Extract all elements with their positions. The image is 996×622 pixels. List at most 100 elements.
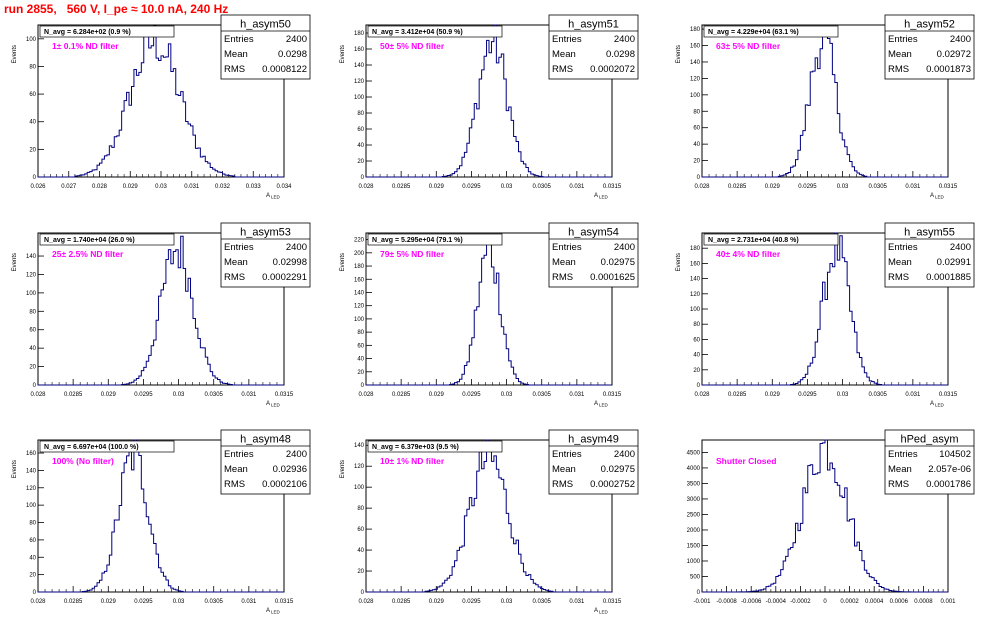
y-tick-label: 20 [693,159,700,165]
stats-key: RMS [888,479,909,490]
y-tick-label: 120 [354,79,365,85]
x-tick-label: 0.0315 [275,599,294,605]
navg-label: N_avg = 6.284e+02 (0.9 %) [44,29,131,36]
plot-frame [701,24,949,178]
x-tick-label: 0.034 [276,184,292,190]
histogram-pad-h_asym50: 0.026 0.027 0.028 0.029 0.03 0.031 0.032 0.033 0… [12,14,311,200]
y-tick-label: 80 [693,322,700,328]
y-tick-label: 100 [354,317,365,323]
y-tick-label: 20 [693,368,700,374]
stats-key: Entries [224,449,254,460]
stats-value: 0.02975 [601,257,635,268]
navg-box [367,25,503,38]
y-tick-label: 3500 [687,481,701,487]
y-axis-label: Events [340,45,346,63]
y-tick-label: 40 [29,346,36,352]
y-axis-label: Events [12,460,18,478]
histogram-name: h_asym49 [568,434,619,446]
x-tick-label: 0.0285 [728,392,747,398]
x-tick-label: 0.0315 [939,392,958,398]
x-tick-label: 0.03 [155,184,167,190]
histogram-line [366,24,612,178]
y-tick-label: 120 [26,486,37,492]
filter-label: 40± 4% ND filter [716,249,781,259]
histogram-line [702,439,948,593]
y-tick-label: 100 [26,37,37,43]
navg-label: N_avg = 3.412e+04 (50.9 %) [372,29,463,36]
x-tick-label: 0.0305 [205,392,224,398]
x-tick-label: 0.0295 [462,599,481,605]
stats-value: 0.02998 [273,257,307,268]
stats-key: Mean [552,49,576,60]
stats-value: 0.0001786 [926,479,971,490]
histogram-pad-h_asym55: 0.028 0.0285 0.029 0.0295 0.03 0.0305 0.031 0.0… [676,222,975,408]
stats-key: RMS [552,272,573,283]
y-tick-label: 120 [354,464,365,470]
x-tick-label: 0.028 [358,599,374,605]
stats-value: 0.0002752 [590,479,635,490]
y-tick-label: 220 [354,238,365,244]
stats-box [884,429,975,495]
x-tick-label: 0.0285 [392,392,411,398]
histogram-line [38,235,284,386]
x-tick-label: -0.0004 [766,599,787,605]
x-tick-label: 0.03 [837,184,849,190]
y-tick-label: 80 [29,521,36,527]
navg-label: N_avg = 6.379e+03 (9.5 %) [372,444,459,451]
y-axis-label: Events [676,45,682,63]
filter-label: Shutter Closed [716,456,776,466]
y-tick-label: 160 [690,261,701,267]
histogram-pad-h_asym49: 0.028 0.0285 0.029 0.0295 0.03 0.0305 0.031 0.0… [340,429,639,615]
stats-key: Mean [888,49,912,60]
y-tick-label: 60 [29,92,36,98]
x-tick-label: 0.029 [765,392,781,398]
x-tick-label: 0.026 [30,184,46,190]
histogram-pad-h_asym48: 0.028 0.0285 0.029 0.0295 0.03 0.0305 0.031 0.0… [12,429,311,615]
y-tick-label: 140 [26,468,37,474]
x-axis-label: ALED [266,193,281,200]
x-tick-label: 0.001 [940,599,956,605]
x-axis-label: ALED [266,608,281,615]
x-tick-label: 0.031 [241,599,257,605]
x-tick-label: 0.031 [905,392,921,398]
y-tick-label: 20 [29,573,36,579]
y-tick-label: 40 [29,120,36,126]
y-tick-label: 0 [33,175,37,181]
x-axis-label: ALED [266,401,281,408]
x-tick-label: 0.031 [184,184,200,190]
y-tick-label: 180 [354,31,365,37]
y-tick-label: 140 [690,277,701,283]
navg-box [39,25,175,38]
x-tick-label: 0.0315 [603,184,622,190]
y-axis-label: Events [340,460,346,478]
navg-label: N_avg = 4.229e+04 (63.1 %) [708,29,799,36]
y-tick-label: 20 [357,159,364,165]
x-tick-label: 0.029 [123,184,139,190]
x-tick-label: 0.033 [246,184,262,190]
x-axis-label: ALED [930,401,945,408]
stats-box [548,14,639,80]
stats-key: Mean [224,49,248,60]
y-tick-label: 100 [26,503,37,509]
y-tick-label: 1500 [687,543,701,549]
plot-frame [37,439,285,593]
x-tick-label: 0.03 [501,392,513,398]
histogram-pad-h_asym52: 0.028 0.0285 0.029 0.0295 0.03 0.0305 0.031 0.0… [676,14,975,200]
navg-label: N_avg = 2.731e+04 (40.8 %) [708,237,799,244]
x-tick-label: 0.0004 [865,599,884,605]
x-tick-label: 0 [823,599,827,605]
y-tick-label: 4500 [687,450,701,456]
x-tick-label: 0.031 [569,392,585,398]
y-tick-label: 40 [357,357,364,363]
histogram-pad-h_asym53: 0.028 0.0285 0.029 0.0295 0.03 0.0305 0.031 0.0… [12,222,311,408]
stats-key: Entries [888,242,918,253]
stats-value: 0.0298 [278,49,307,60]
histogram-name: hPed_asym [900,434,958,446]
navg-box [703,25,839,38]
x-tick-label: 0.027 [61,184,77,190]
y-tick-label: 20 [29,365,36,371]
x-tick-label: 0.0305 [533,599,552,605]
filter-label: 100% (No filter) [52,456,114,466]
histogram-name: h_asym52 [904,19,955,31]
